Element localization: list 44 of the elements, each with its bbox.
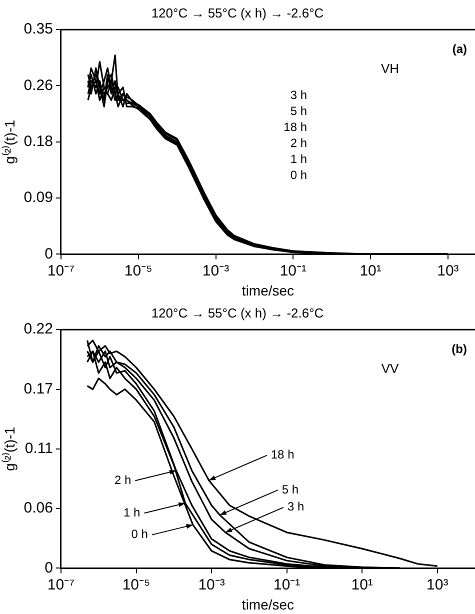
annotation: 1 h bbox=[124, 505, 140, 520]
annotation: VV bbox=[381, 361, 399, 376]
y-tick-label: 0.26 bbox=[24, 76, 53, 94]
annotation: 5 h bbox=[290, 104, 307, 118]
annotation: (b) bbox=[452, 342, 467, 356]
x-tick-label: 10⁻⁷ bbox=[47, 576, 75, 594]
y-tick-label: 0.06 bbox=[24, 500, 53, 517]
y-axis-title: g⁽²⁾(t)-1 bbox=[1, 120, 18, 164]
x-tick-label: 10⁻³ bbox=[198, 576, 225, 594]
annotation: (a) bbox=[452, 42, 467, 56]
annotation: VH bbox=[380, 61, 400, 76]
y-tick-label: 0.09 bbox=[24, 189, 53, 206]
x-tick-label: 10¹ bbox=[351, 576, 373, 594]
x-axis-title: time/sec bbox=[242, 596, 294, 612]
annotation: 3 h bbox=[290, 88, 307, 102]
x-tick-label: 10⁻³ bbox=[202, 262, 230, 280]
annotation: 3 h bbox=[287, 500, 304, 514]
y-tick-label: 0.35 bbox=[24, 20, 53, 38]
x-tick-label: 10⁻¹ bbox=[280, 262, 307, 280]
x-tick-label: 10³ bbox=[426, 576, 448, 594]
x-tick-label: 10³ bbox=[437, 262, 459, 280]
x-tick-label: 10¹ bbox=[360, 262, 382, 280]
y-tick-label: 0.17 bbox=[24, 380, 53, 398]
y-tick-label: 0.18 bbox=[24, 133, 53, 150]
annotation: 0 h bbox=[131, 527, 148, 542]
annotation: 2 h bbox=[114, 472, 132, 487]
y-axis-title: g⁽²⁾(t)-1 bbox=[1, 426, 18, 471]
y-tick-label: 0.11 bbox=[24, 440, 53, 458]
x-tick-label: 10⁻⁵ bbox=[124, 262, 152, 280]
y-tick-label: 0 bbox=[44, 245, 53, 262]
chart-title: 120°C → 55°C (x h) → -2.6°C bbox=[151, 305, 324, 320]
y-tick-label: 0.22 bbox=[24, 320, 53, 338]
x-axis-title: time/sec bbox=[242, 282, 294, 298]
annotation: 1 h bbox=[290, 152, 307, 166]
annotation: 5 h bbox=[282, 482, 299, 496]
annotation: 0 h bbox=[290, 168, 307, 182]
x-tick-label: 10⁻¹ bbox=[273, 576, 300, 594]
x-tick-label: 10⁻⁵ bbox=[122, 576, 150, 594]
annotation: 2 h bbox=[290, 136, 307, 150]
annotation: 18 h bbox=[270, 448, 294, 462]
annotation: 18 h bbox=[284, 120, 307, 134]
chart-title: 120°C → 55°C (x h) → -2.6°C bbox=[151, 5, 324, 20]
x-tick-label: 10⁻⁷ bbox=[47, 262, 75, 280]
y-tick-label: 0 bbox=[44, 559, 53, 576]
